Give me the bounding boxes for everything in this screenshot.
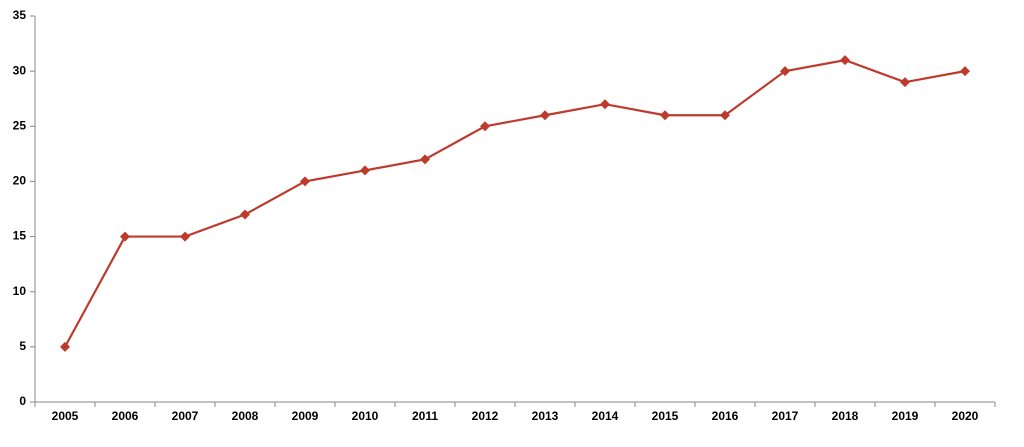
- data-marker: [360, 165, 370, 176]
- y-tick-label: 25: [13, 118, 27, 132]
- x-tick-label: 2018: [832, 409, 859, 423]
- data-marker: [720, 110, 730, 121]
- x-tick-label: 2016: [712, 409, 739, 423]
- y-tick-label: 5: [19, 339, 26, 353]
- y-tick-label: 0: [19, 394, 26, 408]
- y-tick-label: 20: [13, 174, 27, 188]
- data-marker: [420, 154, 430, 165]
- data-marker: [60, 341, 70, 352]
- x-tick-label: 2017: [772, 409, 799, 423]
- y-tick-label: 15: [13, 229, 27, 243]
- y-tick-label: 35: [13, 8, 27, 22]
- x-tick-label: 2012: [472, 409, 499, 423]
- data-marker: [660, 110, 670, 121]
- data-marker: [540, 110, 550, 121]
- data-marker: [120, 231, 130, 242]
- data-marker: [300, 176, 310, 187]
- y-tick-label: 10: [13, 284, 27, 298]
- x-tick-label: 2020: [952, 409, 979, 423]
- x-tick-label: 2007: [172, 409, 199, 423]
- x-tick-label: 2014: [592, 409, 619, 423]
- y-tick-label: 30: [13, 63, 27, 77]
- x-tick-label: 2013: [532, 409, 559, 423]
- data-marker: [180, 231, 190, 242]
- x-tick-label: 2008: [232, 409, 259, 423]
- x-tick-label: 2005: [52, 409, 79, 423]
- data-marker: [480, 121, 490, 132]
- data-marker: [240, 209, 250, 220]
- data-marker: [960, 66, 970, 77]
- data-marker: [600, 99, 610, 110]
- x-tick-label: 2010: [352, 409, 379, 423]
- data-marker: [840, 55, 850, 66]
- x-tick-label: 2009: [292, 409, 319, 423]
- x-tick-label: 2015: [652, 409, 679, 423]
- data-marker: [900, 77, 910, 88]
- x-tick-label: 2019: [892, 409, 919, 423]
- x-tick-label: 2006: [112, 409, 139, 423]
- data-line: [64, 58, 966, 348]
- data-marker: [780, 66, 790, 77]
- x-tick-label: 2011: [412, 409, 438, 423]
